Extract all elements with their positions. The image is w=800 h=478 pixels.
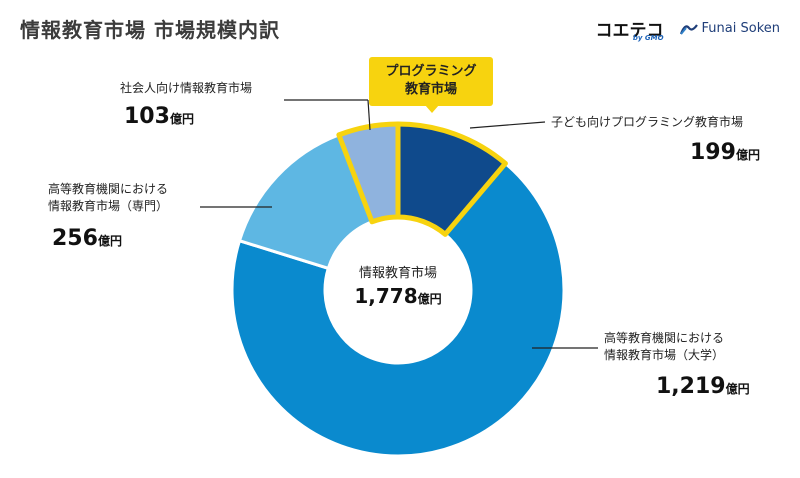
value-adult-number: 103: [124, 104, 170, 129]
value-college: 256億円: [52, 226, 122, 251]
leader-line-adult-tick: [367, 99, 371, 131]
label-univ-text-2: 情報教育市場（大学）: [604, 348, 725, 362]
label-adult-text: 社会人向け情報教育市場: [120, 81, 253, 95]
center-value-number: 1,778: [354, 284, 418, 308]
highlight-outline-adult: [336, 121, 401, 225]
value-univ: 1,219億円: [656, 374, 750, 399]
funai-soken-logo: Funai Soken: [679, 21, 780, 36]
slice-univ: [230, 161, 566, 458]
label-adult: 社会人向け情報教育市場: [120, 80, 252, 97]
logo-area: コエテコ by GMO Funai Soken: [595, 16, 780, 42]
callout-line-2: 教育市場: [404, 82, 457, 97]
value-kids: 199億円: [690, 140, 760, 165]
center-value-unit: 億円: [417, 292, 442, 306]
programming-market-callout: プログラミング 教育市場: [369, 57, 493, 106]
koetech-logo-text: コエテコ: [595, 21, 664, 41]
label-univ-text-1: 高等教育機関における: [604, 331, 725, 345]
value-college-unit: 億円: [97, 234, 122, 248]
center-label: 情報教育市場: [358, 266, 437, 281]
label-college-text-1: 高等教育機関における: [48, 182, 169, 196]
label-college: 高等教育機関における 情報教育市場（専門）: [48, 181, 168, 215]
value-univ-number: 1,219: [656, 374, 726, 399]
funai-wave-icon: [679, 23, 698, 35]
center-value: 1,778億円: [334, 284, 462, 308]
callout-pointer: [425, 105, 439, 113]
highlight-outline-kids: [395, 121, 508, 237]
label-kids-text: 子ども向けプログラミング教育市場: [551, 115, 744, 129]
value-adult-unit: 億円: [169, 112, 194, 126]
koetech-gmo-mark: by GMO: [632, 34, 664, 42]
label-college-text-2: 情報教育市場（専門）: [48, 199, 169, 213]
label-kids: 子ども向けプログラミング教育市場: [551, 114, 743, 131]
koetech-logo: コエテコ by GMO: [595, 16, 664, 42]
callout-line-1: プログラミング: [385, 64, 477, 79]
value-college-number: 256: [52, 226, 98, 251]
leader-lines: [200, 99, 598, 349]
leader-line-kids: [469, 121, 546, 129]
page-title: 情報教育市場 市場規模内訳: [20, 18, 280, 42]
value-kids-number: 199: [690, 140, 736, 165]
value-kids-unit: 億円: [735, 148, 760, 162]
funai-soken-text: Funai Soken: [701, 21, 780, 36]
value-adult: 103億円: [124, 104, 194, 129]
value-univ-unit: 億円: [725, 382, 750, 396]
donut-slices: [230, 121, 566, 458]
label-univ: 高等教育機関における 情報教育市場（大学）: [604, 330, 724, 364]
